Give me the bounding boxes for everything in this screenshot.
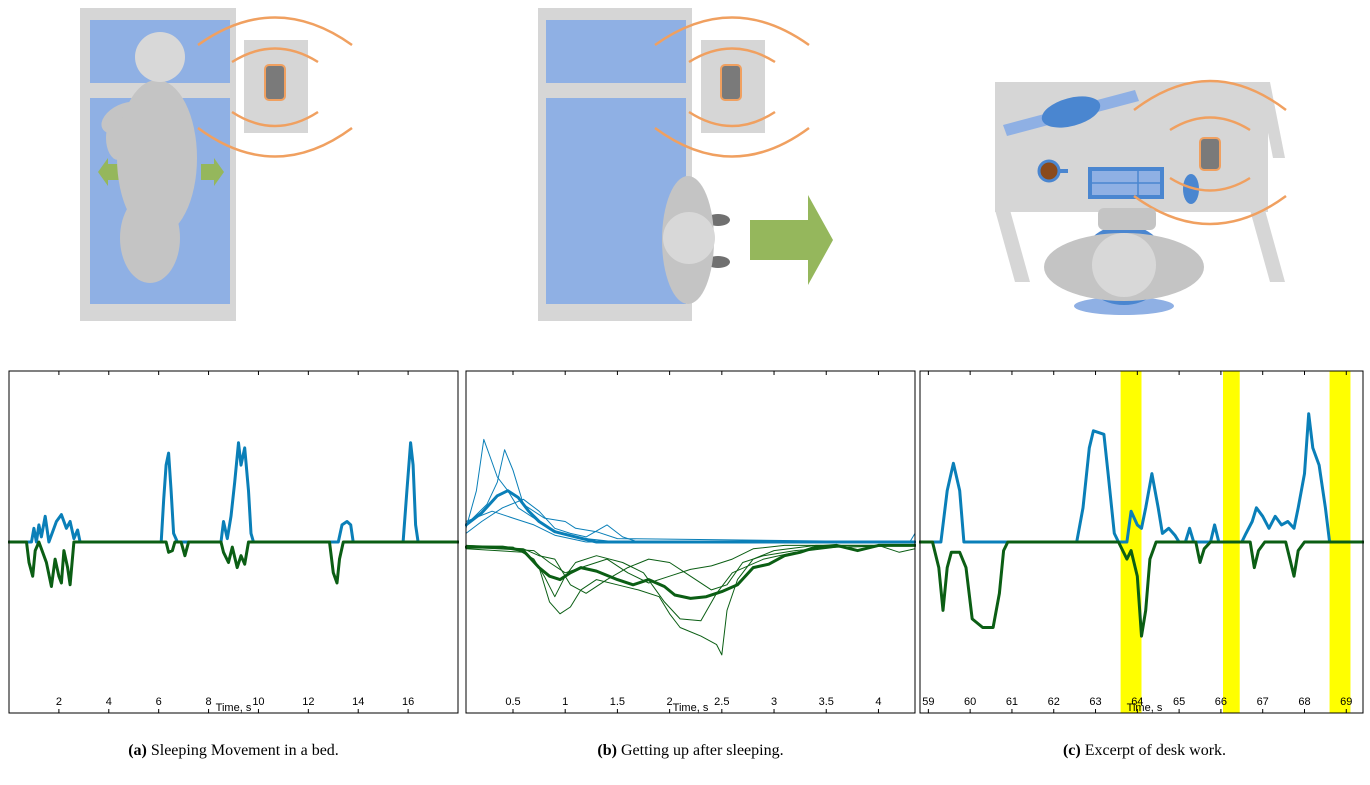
illustrations-row <box>80 8 1287 321</box>
x-axis-label-b: Time, s <box>672 702 709 714</box>
x-tick-label-b-4: 2.5 <box>714 696 729 708</box>
caption-c-tag: (c) <box>1062 742 1081 759</box>
x-tick-label-c-3: 62 <box>1048 696 1060 708</box>
x-tick-label-c-10: 69 <box>1340 696 1352 708</box>
caption-a-text: Sleeping Movement in a bed. <box>150 742 339 759</box>
x-tick-label-a-4: 10 <box>252 696 264 708</box>
x-tick-label-c-9: 68 <box>1298 696 1310 708</box>
chart-c: 59 60 61 62 63 64 65 66 67 68 69 <box>919 370 1364 714</box>
series-line-b-6 <box>465 544 916 656</box>
x-tick-label-c-6: 65 <box>1173 696 1185 708</box>
x-axis-label-c: Time, s <box>1126 702 1163 714</box>
chart-panel-a: 2 4 6 8 10 12 14 16 Time, s <box>8 370 459 715</box>
x-tick-label-b-7: 4 <box>875 696 881 708</box>
x-tick-label-c-0: 59 <box>922 696 934 708</box>
x-tick-label-a-1: 4 <box>106 696 112 708</box>
caption-b-tag: (b) <box>597 742 617 759</box>
series-line-b-5 <box>465 543 916 600</box>
x-tick-label-a-5: 12 <box>302 696 314 708</box>
x-tick-label-c-2: 61 <box>1006 696 1018 708</box>
x-axis-label-a: Time, s <box>215 702 252 714</box>
series-line-b-4 <box>465 510 916 543</box>
caption-c: (c) Excerpt of desk work. <box>919 742 1370 760</box>
x-tick-label-b-0: 0.5 <box>505 696 520 708</box>
series-line-b-3 <box>465 498 916 543</box>
caption-c-text: Excerpt of desk work. <box>1084 742 1227 759</box>
caption-a-tag: (a) <box>128 742 147 759</box>
x-tick-label-b-3: 2 <box>667 696 673 708</box>
series-line-a-1 <box>8 540 459 588</box>
caption-b-text: Getting up after sleeping. <box>620 742 784 759</box>
desk-work-illustration <box>995 79 1287 315</box>
x-tick-label-b-6: 3.5 <box>819 696 834 708</box>
plot-frame-a <box>8 370 459 714</box>
series-line-a-0 <box>8 441 459 544</box>
caption-b: (b) Getting up after sleeping. <box>465 742 916 760</box>
series-line-b-9 <box>465 544 916 584</box>
series-line-c-1 <box>919 540 1364 638</box>
plot-frame-c <box>919 370 1364 714</box>
series-line-b-7 <box>465 544 916 622</box>
x-tick-label-a-7: 16 <box>402 696 414 708</box>
x-tick-label-a-0: 2 <box>56 696 62 708</box>
x-tick-label-a-3: 8 <box>205 696 211 708</box>
getting-up-illustration <box>538 8 833 321</box>
x-tick-label-a-2: 6 <box>156 696 162 708</box>
series-line-b-8 <box>465 544 916 594</box>
chart-a: 2 4 6 8 10 12 14 16 <box>8 370 459 714</box>
x-tick-label-c-8: 67 <box>1257 696 1269 708</box>
series-line-b-1 <box>465 438 916 543</box>
series-line-b-2 <box>465 449 916 543</box>
x-tick-label-c-4: 63 <box>1089 696 1101 708</box>
sleeping-in-bed-illustration <box>80 8 353 321</box>
x-tick-label-c-5: 64 <box>1131 696 1143 708</box>
x-tick-label-c-1: 60 <box>964 696 976 708</box>
chart-b: 0.5 1 1.5 2 2.5 3 3.5 4 <box>465 370 916 714</box>
highlight-band-c-0 <box>1120 371 1142 713</box>
x-tick-label-a-6: 14 <box>352 696 364 708</box>
chart-panel-b: 0.5 1 1.5 2 2.5 3 3.5 4 Time, s <box>465 370 916 715</box>
x-tick-label-c-7: 66 <box>1215 696 1227 708</box>
plot-frame-b <box>465 370 916 714</box>
caption-a: (a) Sleeping Movement in a bed. <box>8 742 459 760</box>
x-tick-label-b-2: 1.5 <box>610 696 625 708</box>
chart-panel-c: 59 60 61 62 63 64 65 66 67 68 69 Time, s <box>919 370 1370 715</box>
series-line-b-0 <box>465 489 916 544</box>
x-tick-label-b-1: 1 <box>562 696 568 708</box>
x-tick-label-b-5: 3 <box>771 696 777 708</box>
